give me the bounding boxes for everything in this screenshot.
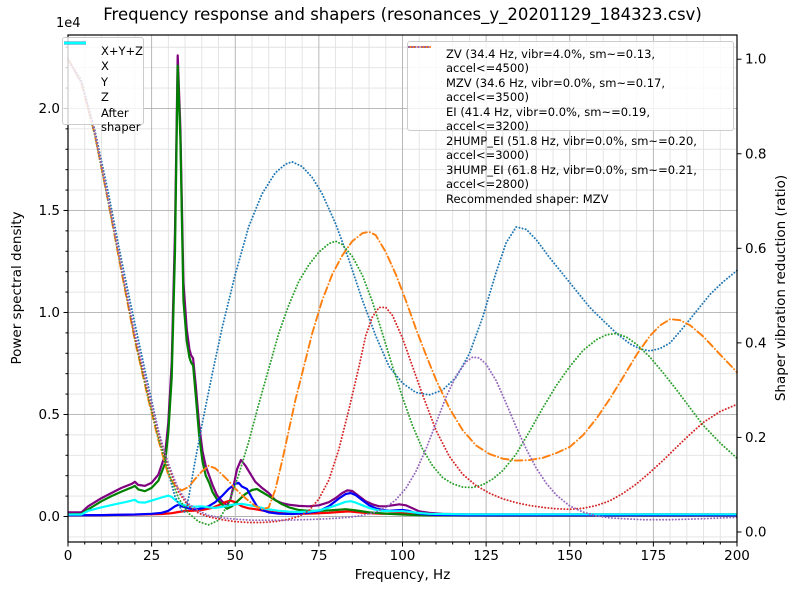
legend-item-z: Z xyxy=(64,41,136,105)
legend-psd: X+Y+Z X Y Z After shaper xyxy=(62,37,144,134)
tick-labels: 0 25 50 75 100 125 150 175 200 0.0 0.5 1.0 1.5 2.0 0.0… xyxy=(39,52,767,564)
x-tick-label: 175 xyxy=(640,548,666,564)
x-tick-label: 125 xyxy=(473,548,499,564)
x-tick-label: 100 xyxy=(390,548,416,564)
y-left-tick-label: 1.0 xyxy=(39,305,60,321)
legend-label: Z xyxy=(101,90,109,105)
legend-label: X+Y+Z xyxy=(101,43,144,58)
y-left-tick-label: 2.0 xyxy=(39,101,60,117)
y-right-tick-label: 0.8 xyxy=(745,146,766,162)
x-tick-label: 0 xyxy=(64,548,73,564)
legend-label: 2HUMP_EI (51.8 Hz, vibr=0.0%, sm~=0.20, … xyxy=(446,134,697,163)
legend-item-ei: EI (41.4 Hz, vibr=0.0%, sm~=0.19, accel<… xyxy=(408,46,726,134)
chart-title: Frequency response and shapers (resonanc… xyxy=(103,5,702,24)
y-axis-offset-text: 1e4 xyxy=(56,16,81,31)
series-line-ei xyxy=(67,58,738,526)
legend-item-mzv: MZV (34.6 Hz, vibr=0.0%, sm~=0.17, accel… xyxy=(408,46,726,105)
y-axis-label-left: Power spectral density xyxy=(9,211,25,365)
y-right-tick-label: 0.6 xyxy=(745,241,766,257)
y-left-tick-label: 0.0 xyxy=(39,509,60,525)
series-line-zv xyxy=(67,58,738,514)
legend-label: ZV (34.4 Hz, vibr=4.0%, sm~=0.13, accel<… xyxy=(446,47,656,76)
x-tick-label: 150 xyxy=(557,548,583,564)
legend-label: Y xyxy=(101,74,109,89)
x-axis-label: Frequency, Hz xyxy=(354,567,451,583)
x-tick-label: 200 xyxy=(724,548,750,564)
y-left-tick-label: 0.5 xyxy=(39,407,60,423)
legend-item-2hump-ei: 2HUMP_EI (51.8 Hz, vibr=0.0%, sm~=0.20, … xyxy=(408,46,726,163)
x-tick-label: 25 xyxy=(143,548,160,564)
series-line-hump3 xyxy=(67,58,738,522)
y-axis-label-right: Shaper vibration reduction (ratio) xyxy=(773,174,789,402)
x-tick-label: 50 xyxy=(227,548,244,564)
series-line-mzv xyxy=(67,58,738,511)
legend-item-y: Y xyxy=(64,41,136,89)
series-line-y xyxy=(67,64,737,517)
y-left-tick-label: 1.5 xyxy=(39,203,60,219)
legend-shapers: ZV (34.4 Hz, vibr=4.0%, sm~=0.13, accel<… xyxy=(407,41,734,206)
y-right-tick-label: 1.0 xyxy=(745,52,766,68)
x-tick-label: 75 xyxy=(310,548,327,564)
legend-label: X xyxy=(101,59,109,74)
legend-label: EI (41.4 Hz, vibr=0.0%, sm~=0.19, accel<… xyxy=(446,105,650,134)
recommended-shaper-text: Recommended shaper: MZV xyxy=(446,192,609,207)
legend-item-after-shaper: After shaper xyxy=(64,41,140,134)
y-right-tick-label: 0.0 xyxy=(745,524,766,540)
legend-label: 3HUMP_EI (61.8 Hz, vibr=0.0%, sm~=0.21, … xyxy=(446,163,697,192)
legend-item-zv: ZV (34.4 Hz, vibr=4.0%, sm~=0.13, accel<… xyxy=(408,46,726,76)
legend-item-3hump-ei: 3HUMP_EI (61.8 Hz, vibr=0.0%, sm~=0.21, … xyxy=(408,46,726,192)
legend-item-x: X xyxy=(64,41,136,74)
plot-border xyxy=(67,34,738,543)
y-right-tick-label: 0.4 xyxy=(745,335,766,351)
legend-label: MZV (34.6 Hz, vibr=0.0%, sm~=0.17, accel… xyxy=(446,76,665,105)
legend-label: After shaper xyxy=(101,105,141,134)
series-line-hump2 xyxy=(67,58,738,524)
y-right-tick-label: 0.2 xyxy=(745,430,766,446)
